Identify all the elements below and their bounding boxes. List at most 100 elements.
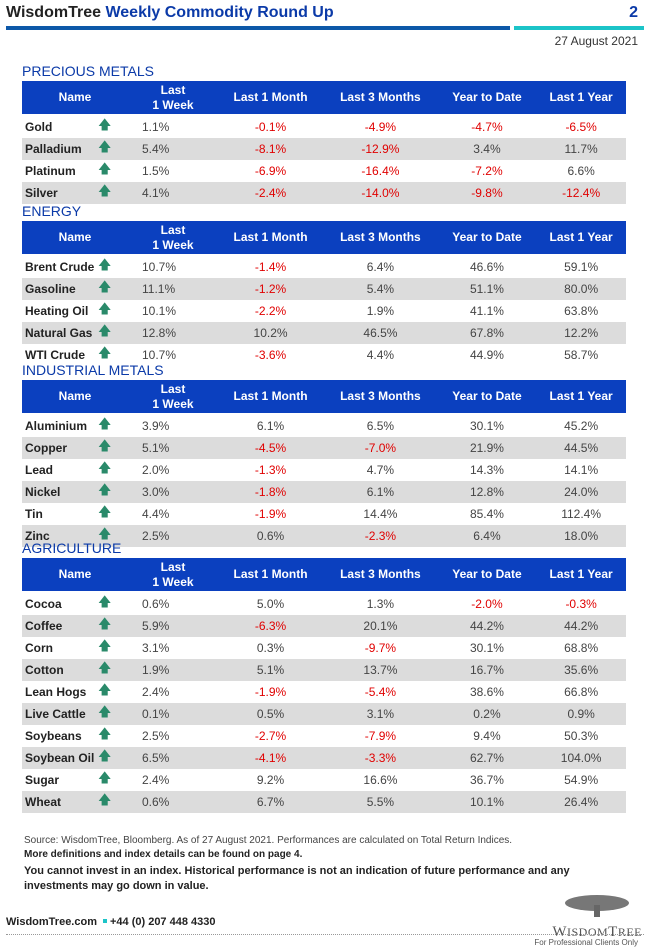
value-cell: 12.8% xyxy=(437,481,537,503)
value-cell: 5.9% xyxy=(128,615,218,637)
value-cell: 21.9% xyxy=(437,437,537,459)
value-cell: 6.1% xyxy=(323,481,438,503)
value-cell: 6.6% xyxy=(567,164,595,178)
commodity-name: Sugar xyxy=(25,773,60,787)
table-row: Gold 🡅 1.1% -0.1% -4.9% -4.7% -6.5% xyxy=(22,115,626,138)
value-cell: -7.2% xyxy=(471,164,503,178)
arrow-up-icon: 🡅 xyxy=(98,322,128,344)
value-cell: 26.4% xyxy=(536,791,626,813)
value-cell: -1.4% xyxy=(254,260,287,274)
value-cell: -8.1% xyxy=(218,138,324,160)
value-cell: 44.9% xyxy=(469,348,504,362)
arrow-up-icon: 🡅 xyxy=(98,747,128,769)
value-cell: -1.9% xyxy=(254,685,287,699)
table-header: Name Last 1 Week Last 1 Month Last 3 Months Y… xyxy=(22,380,626,415)
value-cell: 9.2% xyxy=(256,773,285,787)
arrow-up-icon: 🡅 xyxy=(98,481,128,503)
value-cell: 2.5% xyxy=(128,525,218,547)
value-cell: -1.2% xyxy=(218,278,324,300)
value-cell: 0.9% xyxy=(536,703,626,725)
value-cell: 3.0% xyxy=(128,481,218,503)
value-cell: 5.0% xyxy=(256,597,285,611)
value-cell: -9.8% xyxy=(437,182,537,204)
col-header: Last 1 Year xyxy=(536,380,626,415)
arrow-up-icon: 🡅 xyxy=(98,117,112,132)
value-cell: -16.4% xyxy=(361,164,400,178)
value-cell: 5.5% xyxy=(323,791,438,813)
arrow-up-icon: 🡅 xyxy=(98,182,128,204)
col-header: Last 1 Week xyxy=(128,380,218,415)
col-header: Last 1 Month xyxy=(218,380,324,415)
col-header: Last 1 Month xyxy=(218,558,324,593)
value-cell: -0.3% xyxy=(565,597,597,611)
value-cell: 80.0% xyxy=(536,278,626,300)
value-cell: 2.4% xyxy=(142,773,170,787)
commodity-name: Silver xyxy=(22,182,98,204)
value-cell: 6.4% xyxy=(437,525,537,547)
value-cell: 6.4% xyxy=(366,260,395,274)
value-cell: 0.6% xyxy=(142,597,170,611)
col-header: Last 1 Year xyxy=(536,558,626,593)
value-cell: 13.7% xyxy=(323,659,438,681)
audience-note: For Professional Clients Only xyxy=(534,938,638,947)
commodity-name: Lead xyxy=(25,463,54,477)
value-cell: -6.9% xyxy=(254,164,287,178)
table-row: Cocoa 🡅 0.6% 5.0% 1.3% -2.0% -0.3% xyxy=(22,592,626,615)
arrow-up-icon: 🡅 xyxy=(98,525,128,547)
table-row: Soybeans 🡅 2.5% -2.7% -7.9% 9.4% 50.3% xyxy=(22,725,626,747)
value-cell: -0.1% xyxy=(254,120,287,134)
value-cell: -1.9% xyxy=(254,507,287,521)
commodity-name: Gold xyxy=(25,120,53,134)
page-number: 2 xyxy=(629,4,638,21)
arrow-up-icon: 🡅 xyxy=(98,682,112,697)
col-header: Year to Date xyxy=(437,81,537,116)
website-link[interactable]: WisdomTree.com xyxy=(6,916,97,928)
value-cell: 45.2% xyxy=(564,419,599,433)
value-cell: 10.2% xyxy=(218,322,324,344)
col-header: Last 3 Months xyxy=(323,221,438,256)
value-cell: 51.1% xyxy=(437,278,537,300)
value-cell: -3.6% xyxy=(254,348,287,362)
table-header: Name Last 1 Week Last 1 Month Last 3 Months Y… xyxy=(22,81,626,116)
value-cell: 1.9% xyxy=(366,304,395,318)
performance-table: Name Last 1 Week Last 1 Month Last 3 Months Y… xyxy=(22,221,626,366)
col-header: Last 3 Months xyxy=(323,380,438,415)
value-cell: 41.1% xyxy=(469,304,504,318)
col-header: Last 1 Week xyxy=(128,558,218,593)
table-row: Corn 🡅 3.1% 0.3% -9.7% 30.1% 68.8% xyxy=(22,637,626,659)
section-precious-metals: PRECIOUS METALS Name Last 1 Week Last 1 Mont… xyxy=(22,64,626,204)
value-cell: 3.4% xyxy=(437,138,537,160)
arrow-up-icon: 🡅 xyxy=(98,504,112,519)
commodity-name: Lean Hogs xyxy=(25,685,87,699)
value-cell: 20.1% xyxy=(323,615,438,637)
value-cell: 10.1% xyxy=(437,791,537,813)
value-cell: 2.0% xyxy=(142,463,170,477)
arrow-up-icon: 🡅 xyxy=(98,437,128,459)
commodity-name: Soybean Oil xyxy=(22,747,98,769)
value-cell: 36.7% xyxy=(469,773,504,787)
col-header: Last 1 Month xyxy=(218,221,324,256)
arrow-up-icon: 🡅 xyxy=(98,703,128,725)
value-cell: -1.3% xyxy=(254,463,287,477)
table-row: Zinc 🡅 2.5% 0.6% -2.3% 6.4% 18.0% xyxy=(22,525,626,547)
value-cell: 0.6% xyxy=(128,791,218,813)
value-cell: 3.1% xyxy=(323,703,438,725)
arrow-up-icon: 🡅 xyxy=(98,791,128,813)
value-cell: 50.3% xyxy=(564,729,599,743)
value-cell: 5.4% xyxy=(128,138,218,160)
value-cell: 66.8% xyxy=(564,685,599,699)
col-header: Year to Date xyxy=(437,558,537,593)
value-cell: 3.9% xyxy=(142,419,170,433)
value-cell: 14.3% xyxy=(469,463,504,477)
value-cell: 9.4% xyxy=(473,729,501,743)
value-cell: 16.6% xyxy=(363,773,398,787)
value-cell: 0.6% xyxy=(218,525,324,547)
table-row: Nickel 🡅 3.0% -1.8% 6.1% 12.8% 24.0% xyxy=(22,481,626,503)
value-cell: -4.1% xyxy=(218,747,324,769)
value-cell: 44.2% xyxy=(437,615,537,637)
document-title: WisdomTree Weekly Commodity Round Up xyxy=(6,4,334,21)
value-cell: 24.0% xyxy=(536,481,626,503)
value-cell: 3.1% xyxy=(142,641,170,655)
table-row: Live Cattle 🡅 0.1% 0.5% 3.1% 0.2% 0.9% xyxy=(22,703,626,725)
value-cell: 14.1% xyxy=(564,463,599,477)
